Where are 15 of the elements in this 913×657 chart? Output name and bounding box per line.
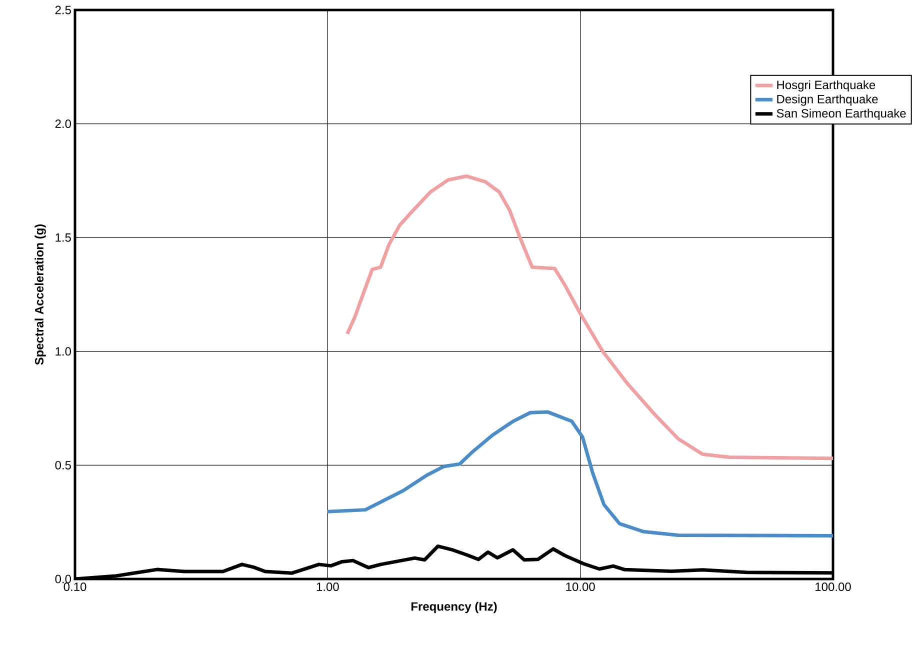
- y-tick-label: 0.5: [55, 460, 71, 470]
- y-tick-label: 1.5: [56, 233, 71, 242]
- y-tick-label: 2.5: [55, 6, 71, 14]
- x-tick-label: 10.00: [566, 582, 595, 592]
- y-tick-label: 2.0: [55, 120, 72, 128]
- y-tick-label: 0.0: [55, 574, 72, 584]
- x-tick-label: 100.00: [816, 582, 851, 592]
- x-tick-label: 0.10: [64, 582, 86, 592]
- legend-label: Design Earthquake: [777, 94, 878, 106]
- legend-label: San Simeon Earthquake: [776, 108, 906, 120]
- y-axis-title: Spectral Acceleration (g): [34, 224, 46, 365]
- x-axis-title: Frequency (Hz): [411, 602, 497, 614]
- y-tick-label: 1.0: [56, 347, 72, 356]
- x-tick-label: 1.00: [316, 582, 339, 592]
- legend-label: Hosgri Earthquake: [777, 80, 876, 92]
